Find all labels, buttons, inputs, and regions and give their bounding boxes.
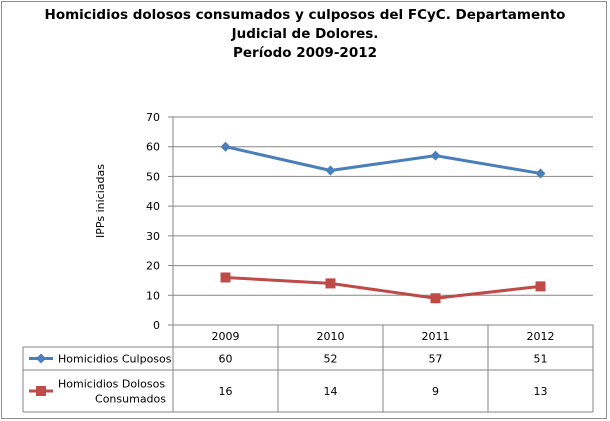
legend-key-diamond — [36, 353, 46, 364]
y-tick-label: 70 — [146, 111, 160, 124]
legend-label: Consumados — [95, 393, 166, 406]
chart-title-line: Judicial de Dolores. — [231, 26, 379, 42]
legend-key-square — [36, 386, 46, 396]
y-tick-label: 30 — [146, 230, 160, 243]
y-tick-label: 50 — [146, 170, 160, 183]
data-label: 57 — [429, 353, 443, 366]
data-point-square — [220, 272, 231, 283]
data-point-diamond — [535, 168, 546, 179]
x-category-label: 2010 — [317, 330, 345, 343]
data-point-square — [430, 293, 441, 304]
x-category-label: 2012 — [527, 330, 555, 343]
legend-label: Homicidios Culposos — [58, 353, 172, 366]
y-tick-label: 10 — [146, 289, 160, 302]
plot-area — [220, 141, 546, 304]
y-tick-label: 20 — [146, 260, 160, 273]
x-category-label: 2011 — [422, 330, 450, 343]
chart-title: Homicidios dolosos consumados y culposos… — [45, 7, 566, 61]
chart-title-line: Período 2009-2012 — [233, 45, 377, 61]
data-point-diamond — [220, 141, 231, 152]
data-label: 52 — [324, 353, 338, 366]
data-label: 14 — [324, 385, 338, 398]
y-axis-ticks: 0 10 20 30 40 50 60 70 — [146, 111, 160, 332]
chart-title-line: Homicidios dolosos consumados y culposos… — [45, 7, 566, 23]
x-category-label: 2009 — [212, 330, 240, 343]
data-point-square — [325, 278, 336, 289]
data-label: 16 — [219, 385, 233, 398]
y-axis-title: IPPs iniciadas — [94, 164, 107, 238]
data-label: 51 — [534, 353, 548, 366]
y-tick-label: 40 — [146, 200, 160, 213]
y-tick-label: 60 — [146, 141, 160, 154]
data-table: 2009 2010 2011 2012 Homicidios Culposos 60 52 5… — [22, 324, 594, 413]
data-point-square — [535, 281, 546, 292]
series-line-1 — [225, 145, 541, 175]
data-label: 13 — [534, 385, 548, 398]
legend-label: Homicidios Dolosos — [58, 378, 165, 391]
data-label: 60 — [219, 353, 233, 366]
series-line-2 — [225, 275, 541, 300]
y-tick-label: 0 — [153, 319, 160, 332]
data-point-diamond — [325, 165, 336, 176]
data-label: 9 — [432, 385, 439, 398]
data-point-diamond — [430, 150, 441, 161]
